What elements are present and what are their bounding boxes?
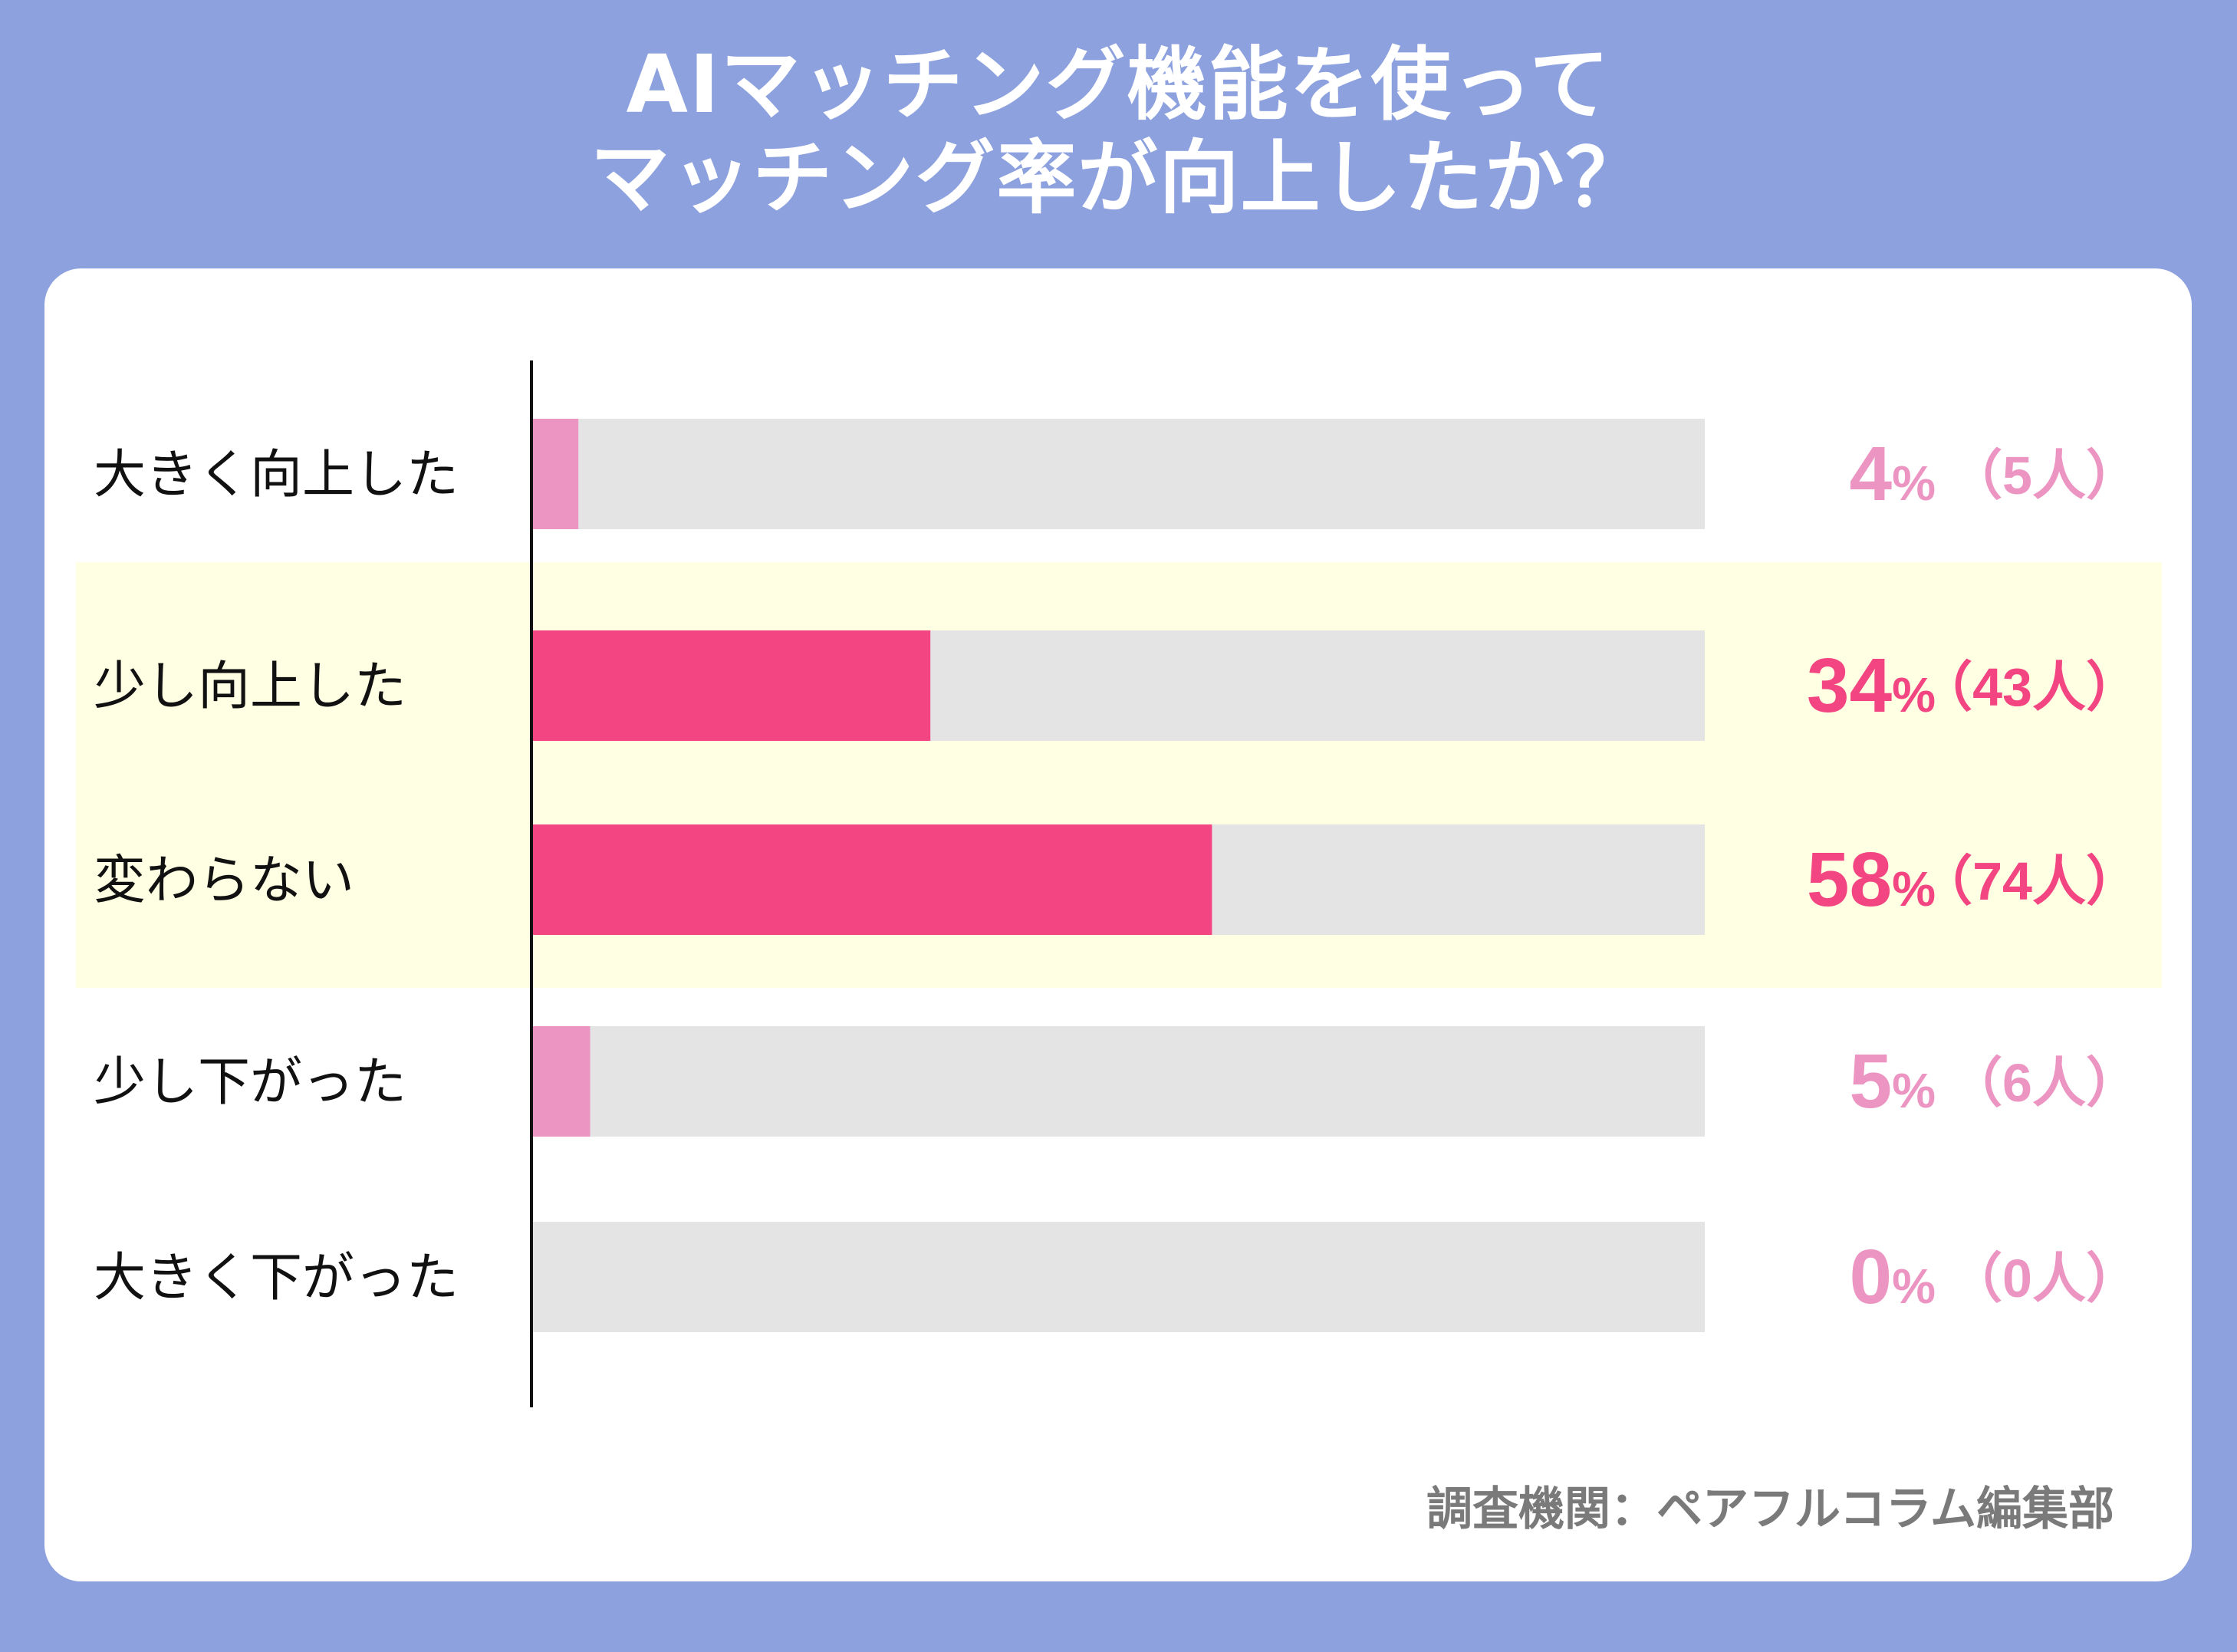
bar-1 [531,419,579,529]
count-label: （43人） [1919,657,2140,717]
category-label: 少し下がった [94,1052,406,1113]
percent-label: 5% [1849,1038,1936,1124]
bar-3 [531,824,1212,935]
count-label: （5人） [1949,446,2140,505]
percent-label: 0% [1849,1234,1936,1320]
category-label: 少し向上した [94,657,406,717]
bar-4 [531,1026,591,1137]
chart-title-line-1: AIマッチング機能を使って [626,38,1611,131]
bar-2 [531,630,931,741]
percent-label: 4% [1849,431,1936,517]
category-label: 変わらない [94,851,354,911]
survey-source: 調査機関：ペアフルコラム編集部 [1426,1483,2114,1536]
percent-label: 34% [1807,643,1936,729]
bar-track [531,1026,1705,1137]
bar-track [531,419,1705,529]
category-label: 大きく向上した [94,445,459,505]
category-label: 大きく下がった [94,1248,459,1308]
count-label: （6人） [1949,1053,2140,1113]
chart-title-line-2: マッチング率が向上したか？ [590,131,1647,225]
count-label: （74人） [1919,851,2140,911]
bar-track [531,1222,1705,1332]
count-label: （0人） [1949,1249,2140,1308]
percent-label: 58% [1807,837,1936,923]
